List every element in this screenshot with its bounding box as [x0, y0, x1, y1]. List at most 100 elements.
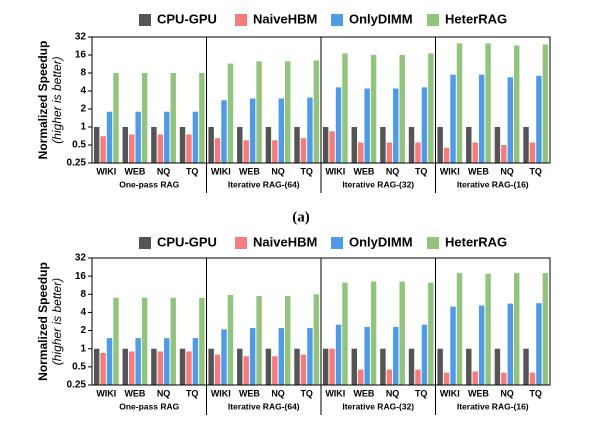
- bar: [421, 324, 428, 385]
- group-label: Iterative RAG-(64): [228, 179, 300, 189]
- bar: [478, 305, 485, 385]
- bar: [466, 127, 472, 163]
- bar: [157, 134, 164, 163]
- bar: [237, 348, 243, 385]
- legend-label: OnlyDIMM: [349, 11, 413, 26]
- bar: [294, 127, 300, 163]
- bar: [192, 338, 199, 385]
- bar: [501, 372, 507, 385]
- bar: [227, 294, 234, 385]
- bar: [214, 354, 221, 385]
- bar: [106, 111, 113, 163]
- bar: [485, 273, 491, 385]
- bar: [399, 281, 405, 385]
- bar: [113, 297, 119, 385]
- bar: [342, 282, 348, 385]
- bar: [370, 281, 377, 385]
- x-tick-label: WIKI: [211, 166, 231, 176]
- y-tick-label: 0.5: [72, 140, 86, 151]
- y-tick-label: 16: [75, 271, 87, 282]
- bar: [357, 142, 364, 163]
- y-tick-label: 16: [75, 50, 87, 61]
- bar: [249, 328, 256, 385]
- bar: [329, 348, 335, 385]
- x-tick-label: NQ: [157, 388, 171, 398]
- bar: [300, 138, 307, 163]
- x-tick-label: TQ: [186, 166, 199, 176]
- x-tick-label: NQ: [386, 388, 400, 398]
- bar: [186, 351, 192, 385]
- bar: [170, 297, 176, 385]
- bar: [351, 127, 357, 163]
- y-tick-label: 0.25: [67, 380, 87, 391]
- bar: [151, 348, 157, 385]
- bar: [278, 328, 285, 385]
- bar: [313, 294, 320, 385]
- y-tick-label: 4: [80, 307, 86, 318]
- x-tick-label: WIKI: [96, 388, 116, 398]
- bar: [294, 348, 300, 385]
- bar: [335, 324, 342, 385]
- group-label: One-pass RAG: [119, 401, 179, 411]
- bar: [393, 326, 399, 385]
- bar: [456, 43, 463, 164]
- bar: [415, 142, 421, 163]
- bar: [157, 351, 164, 385]
- bar: [335, 87, 342, 163]
- bar: [322, 127, 329, 163]
- bar: [221, 329, 227, 385]
- bar: [542, 273, 549, 385]
- bar: [278, 98, 285, 163]
- bar: [494, 348, 501, 385]
- group-label: Iterative RAG-(16): [457, 401, 529, 411]
- bar: [100, 136, 106, 163]
- plot-frame: [91, 257, 551, 386]
- legend-label: CPU-GPU: [157, 234, 217, 249]
- bar: [186, 134, 192, 163]
- bar: [199, 297, 205, 385]
- bar: [450, 74, 456, 163]
- bar: [164, 111, 170, 163]
- bar: [529, 142, 536, 163]
- bar: [285, 61, 291, 164]
- bar: [393, 88, 399, 163]
- bar: [307, 328, 313, 385]
- bar: [507, 303, 514, 385]
- bar: [466, 348, 472, 385]
- bar: [208, 127, 214, 163]
- bar: [421, 87, 428, 163]
- bar: [428, 282, 434, 385]
- bar: [485, 43, 491, 164]
- group-label: Iterative RAG-(64): [228, 401, 300, 411]
- y-tick-label: 2: [80, 104, 86, 115]
- bar: [179, 348, 186, 385]
- bar: [380, 127, 386, 163]
- y-tick-label: 32: [75, 32, 87, 43]
- bar: [106, 338, 113, 385]
- y-tick-label: 2: [80, 325, 86, 336]
- bar: [437, 348, 443, 385]
- y-tick-label: 1: [80, 343, 86, 354]
- bar: [199, 73, 205, 163]
- bar: [408, 348, 415, 385]
- bar: [408, 127, 415, 163]
- bar: [478, 74, 485, 163]
- bar: [208, 348, 214, 385]
- x-tick-label: NQ: [386, 166, 400, 176]
- legend-swatch: [139, 14, 151, 26]
- bar: [536, 303, 542, 385]
- y-tick-label: 4: [80, 86, 86, 97]
- legend-label: NaiveHBM: [253, 234, 317, 249]
- bar: [135, 111, 141, 163]
- x-tick-label: WEB: [468, 166, 489, 176]
- bar: [386, 369, 393, 385]
- bar: [507, 77, 514, 163]
- bar: [514, 45, 520, 164]
- legend-label: HeterRAG: [445, 234, 507, 249]
- group-label: Iterative RAG-(32): [342, 179, 414, 189]
- x-tick-label: TQ: [300, 388, 313, 398]
- bar: [243, 356, 249, 385]
- bar: [272, 356, 278, 385]
- group-label: Iterative RAG-(16): [457, 179, 529, 189]
- bar: [536, 75, 542, 163]
